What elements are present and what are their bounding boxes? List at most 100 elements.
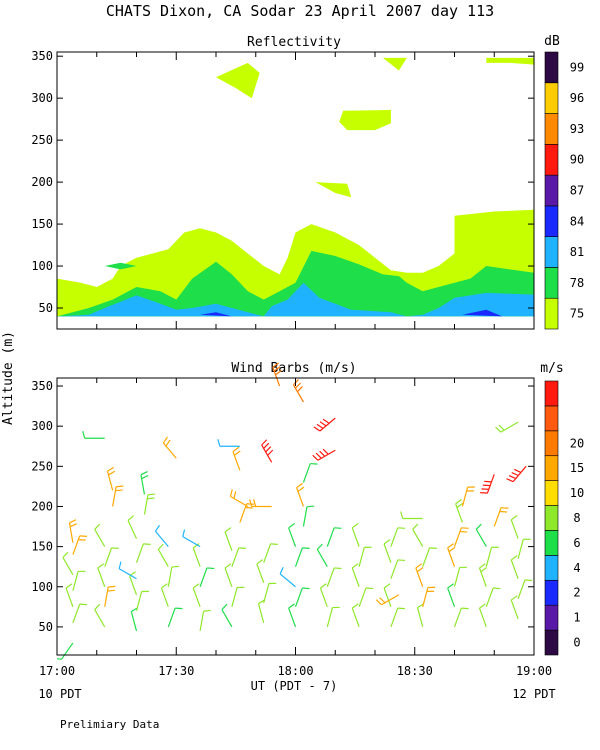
wind-barb-feather bbox=[412, 523, 419, 530]
wind-barb bbox=[453, 607, 469, 628]
wind-barb-staff bbox=[68, 522, 74, 543]
x-left-sublabel: 10 PDT bbox=[38, 687, 81, 701]
wind-barb bbox=[517, 579, 533, 600]
wind-barb-feather bbox=[351, 523, 359, 529]
refl-colorbar-label: 87 bbox=[570, 184, 584, 198]
wind-barb-staff bbox=[510, 599, 519, 620]
wind-barb-feather bbox=[447, 583, 454, 589]
wind-barb-feather bbox=[297, 386, 303, 393]
x-axis-label: UT (PDT - 7) bbox=[251, 679, 338, 693]
wind-barb-feather bbox=[203, 609, 211, 612]
wind-barb bbox=[390, 559, 406, 579]
wind-colorbar-swatch bbox=[544, 430, 559, 457]
wind-barb bbox=[68, 519, 77, 543]
wind-barb-feather bbox=[162, 436, 168, 444]
wind-barb-feather bbox=[154, 524, 161, 532]
wind-barb bbox=[358, 546, 372, 567]
wind-barb-feather bbox=[383, 539, 391, 545]
wind-barb-staff bbox=[317, 449, 336, 461]
wind-barb-feather bbox=[448, 546, 456, 553]
reflectivity-title: Reflectivity bbox=[247, 35, 341, 50]
wind-barb-staff bbox=[140, 474, 146, 495]
refl-colorbar-label: 75 bbox=[570, 307, 584, 321]
wind-barb bbox=[94, 603, 106, 628]
wind-barb bbox=[288, 523, 297, 547]
wind-barb-feather bbox=[322, 418, 330, 424]
wind-barb-staff bbox=[381, 594, 400, 606]
wind-barbs-title: Wind Barbs (m/s) bbox=[231, 361, 356, 376]
wind-barb-staff bbox=[162, 442, 177, 459]
wind-barb-staff bbox=[455, 503, 464, 523]
wind-barb-staff bbox=[294, 587, 303, 608]
refl-colorbar-swatch bbox=[544, 267, 559, 299]
wind-barb-feather bbox=[217, 439, 221, 447]
wind-barb-feather bbox=[108, 585, 116, 588]
wind-barb bbox=[400, 511, 423, 520]
wind-barb-staff bbox=[199, 567, 208, 587]
wind-barb-feather bbox=[296, 482, 303, 489]
refl-ytick-label: 250 bbox=[31, 133, 53, 147]
wind-barb bbox=[72, 570, 86, 591]
wind-colorbar-swatch bbox=[544, 380, 559, 407]
wind-barb-staff bbox=[127, 520, 138, 539]
wind-barb-feather bbox=[206, 567, 215, 570]
wind-barb-feather bbox=[351, 563, 359, 569]
wind-colorbar-label: 15 bbox=[570, 461, 584, 475]
wind-barb-staff bbox=[60, 642, 74, 660]
wind-barb bbox=[104, 585, 116, 607]
wind-barb bbox=[127, 515, 138, 539]
wind-barb-feather bbox=[310, 462, 318, 465]
wind-ytick-label: 50 bbox=[39, 620, 53, 634]
wind-barb bbox=[351, 603, 360, 628]
wind-barb bbox=[231, 586, 245, 607]
wind-barb-feather bbox=[501, 507, 509, 509]
wind-colorbar-swatch bbox=[544, 604, 559, 631]
wind-colorbar-label: 0 bbox=[573, 636, 580, 650]
wind-barbs bbox=[56, 362, 533, 660]
x-tick-label: 17:00 bbox=[39, 664, 75, 678]
wind-barb-feather bbox=[334, 527, 342, 529]
wind-barb bbox=[118, 561, 137, 580]
reflectivity-region-78-6 bbox=[57, 250, 534, 317]
wind-barb-feather bbox=[279, 567, 284, 575]
wind-barb-staff bbox=[478, 567, 487, 587]
wind-barb bbox=[383, 539, 392, 563]
wind-barb-feather bbox=[107, 589, 115, 592]
wind-barb-staff bbox=[517, 539, 524, 559]
refl-ytick-label: 300 bbox=[31, 91, 53, 105]
wind-barb-feather bbox=[295, 382, 301, 389]
wind-barb-feather bbox=[508, 475, 517, 480]
wind-barb bbox=[263, 582, 277, 603]
wind-barb-feather bbox=[400, 511, 404, 519]
wind-barb-staff bbox=[72, 571, 79, 591]
wind-barb-staff bbox=[383, 587, 392, 608]
refl-colorbar-swatch bbox=[544, 51, 559, 84]
wind-barb-staff bbox=[292, 384, 304, 403]
refl-ytick-label: 100 bbox=[31, 259, 53, 273]
wind-ytick-label: 150 bbox=[31, 540, 53, 554]
wind-barb-staff bbox=[383, 543, 392, 563]
x-right-sublabel: 12 PDT bbox=[512, 687, 555, 701]
wind-barb bbox=[135, 543, 151, 563]
wind-barb-feather bbox=[495, 426, 502, 433]
wind-barb-staff bbox=[256, 563, 265, 583]
refl-colorbar-label: 78 bbox=[570, 276, 584, 290]
wind-barb bbox=[390, 527, 406, 547]
wind-barb-staff bbox=[257, 603, 265, 624]
refl-ytick-label: 350 bbox=[31, 49, 53, 63]
wind-barb-feather bbox=[319, 450, 326, 457]
wind-barb-staff bbox=[351, 527, 360, 547]
wind-ytick-label: 250 bbox=[31, 459, 53, 473]
wind-barb bbox=[65, 583, 74, 608]
wind-barb-staff bbox=[351, 567, 360, 587]
wind-barb bbox=[157, 543, 169, 567]
wind-barb-feather bbox=[108, 470, 116, 476]
wind-barb bbox=[199, 609, 211, 632]
wind-barb-feather bbox=[480, 566, 488, 573]
wind-barb-feather bbox=[510, 515, 518, 521]
wind-colorbar-label: 10 bbox=[570, 486, 584, 500]
refl-colorbar-swatch bbox=[544, 144, 559, 176]
wind-barb-feather bbox=[267, 449, 274, 456]
wind-barb-feather bbox=[62, 551, 69, 558]
